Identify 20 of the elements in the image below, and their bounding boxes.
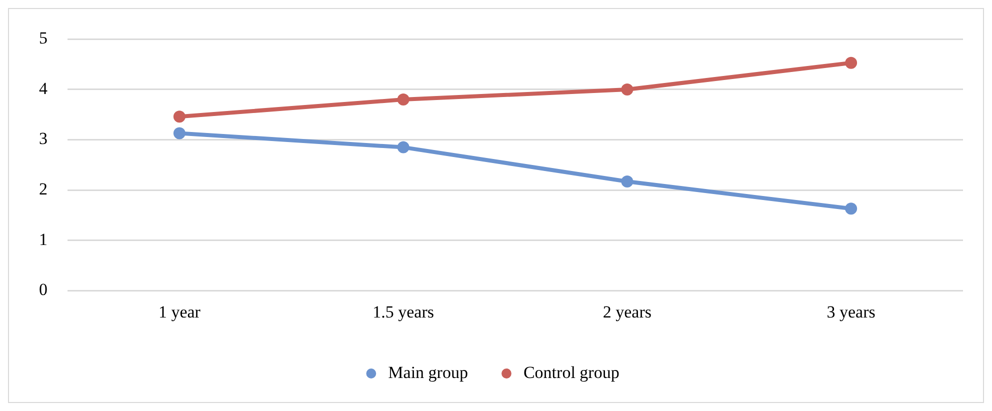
y-tick-label: 2 — [39, 180, 48, 199]
point — [621, 83, 634, 96]
point — [845, 56, 858, 69]
point — [621, 175, 634, 188]
legend-label: Control group — [523, 362, 620, 382]
x-tick-label: 1.5 years — [372, 302, 434, 322]
x-tick-label: 2 years — [602, 302, 652, 322]
y-tick-label: 0 — [39, 280, 48, 300]
point — [397, 141, 410, 154]
y-tick-label: 5 — [39, 28, 48, 48]
point — [173, 110, 186, 123]
point — [173, 127, 186, 140]
y-tick-label: 3 — [39, 129, 48, 148]
point — [845, 202, 858, 215]
y-tick-label: 1 — [39, 230, 48, 249]
point — [397, 94, 410, 106]
x-tick-label: 1 year — [158, 302, 201, 322]
y-tick-label: 4 — [39, 78, 48, 98]
legend-label: Main group — [388, 362, 468, 382]
x-tick-label: 3 years — [826, 302, 876, 322]
